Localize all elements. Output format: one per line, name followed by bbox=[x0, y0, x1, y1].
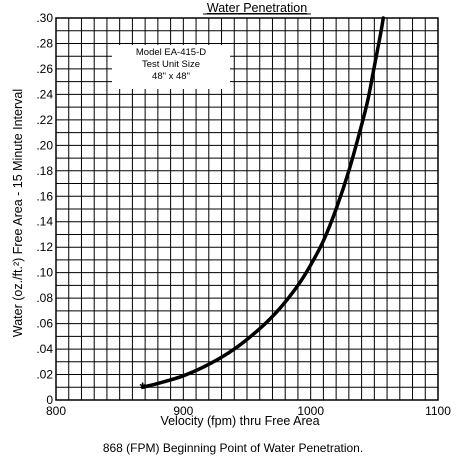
plot-frame bbox=[55, 17, 439, 401]
note-line-size-label: Test Unit Size bbox=[142, 59, 200, 70]
x-tick-label: 900 bbox=[173, 404, 193, 418]
x-tick-label: 1100 bbox=[425, 404, 451, 418]
x-axis-title: Velocity (fpm) thru Free Area bbox=[160, 414, 319, 428]
y-tick-label: .30 bbox=[36, 11, 53, 25]
y-tick-label: .20 bbox=[36, 138, 53, 152]
y-tick-label: .26 bbox=[36, 62, 53, 76]
chart-caption: 868 (FPM) Beginning Point of Water Penet… bbox=[103, 441, 363, 455]
note-line-dimensions: 48" x 48" bbox=[152, 71, 190, 82]
y-tick-label: .22 bbox=[36, 113, 53, 127]
y-tick-label: .14 bbox=[36, 215, 53, 229]
y-tick-label: .28 bbox=[36, 36, 53, 50]
x-tick-label: 1000 bbox=[297, 404, 324, 418]
y-tick-label: .16 bbox=[36, 189, 53, 203]
y-tick-label: .10 bbox=[36, 266, 53, 280]
y-tick-label: .18 bbox=[36, 164, 53, 178]
chart-title: Water Penetration bbox=[207, 1, 307, 15]
y-tick-label: .02 bbox=[36, 368, 53, 382]
model-note-box: Model EA-415-D Test Unit Size 48" x 48" bbox=[112, 45, 230, 89]
y-tick-label: .24 bbox=[36, 87, 53, 101]
tick-labels: 0 .02 .04 .06 .08 .10 .12 .14 .16 .18 .20 .22 .24 .26… bbox=[36, 11, 451, 418]
note-line-model: Model EA-415-D bbox=[136, 47, 206, 58]
series-line bbox=[140, 16, 385, 390]
y-tick-label: .08 bbox=[36, 291, 53, 305]
y-axis-title: Water (oz./ft.²) Free Area - 15 Minute I… bbox=[11, 89, 25, 337]
y-tick-label: 0 bbox=[46, 393, 53, 407]
y-tick-label: .12 bbox=[36, 240, 53, 254]
x-tick-label: 800 bbox=[46, 404, 66, 418]
start-marker: * bbox=[139, 380, 146, 397]
y-tick-label: .04 bbox=[36, 342, 53, 356]
y-tick-label: .06 bbox=[36, 317, 53, 331]
